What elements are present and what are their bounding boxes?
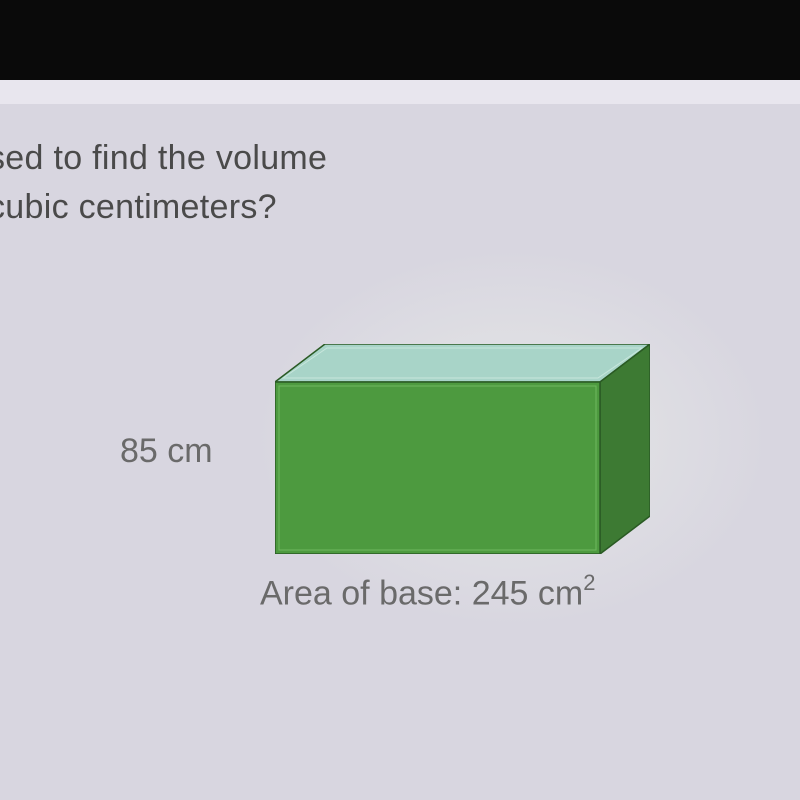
prism-front-face — [275, 382, 600, 554]
base-area-label: Area of base: 245 cm2 — [260, 572, 595, 613]
prism-side-face — [600, 344, 650, 554]
rectangular-prism — [275, 344, 650, 554]
top-bar — [0, 0, 800, 80]
base-unit: cm — [528, 574, 583, 612]
question-text: sed to find the volume cubic centimeters… — [0, 134, 800, 233]
question-line-1: sed to find the volume — [0, 134, 800, 183]
height-label: 85 cm — [120, 432, 213, 471]
divider-bar — [0, 80, 800, 104]
prism-top-face — [275, 344, 650, 382]
question-line-2: cubic centimeters? — [0, 183, 800, 232]
base-exponent: 2 — [583, 570, 595, 595]
base-label-prefix: Area of base: — [260, 574, 472, 612]
diagram-area: 85 cm Area of base: 245 cm2 — [120, 304, 720, 704]
prism-svg — [275, 344, 650, 554]
base-value: 245 — [472, 574, 529, 612]
content-area: sed to find the volume cubic centimeters… — [0, 104, 800, 800]
